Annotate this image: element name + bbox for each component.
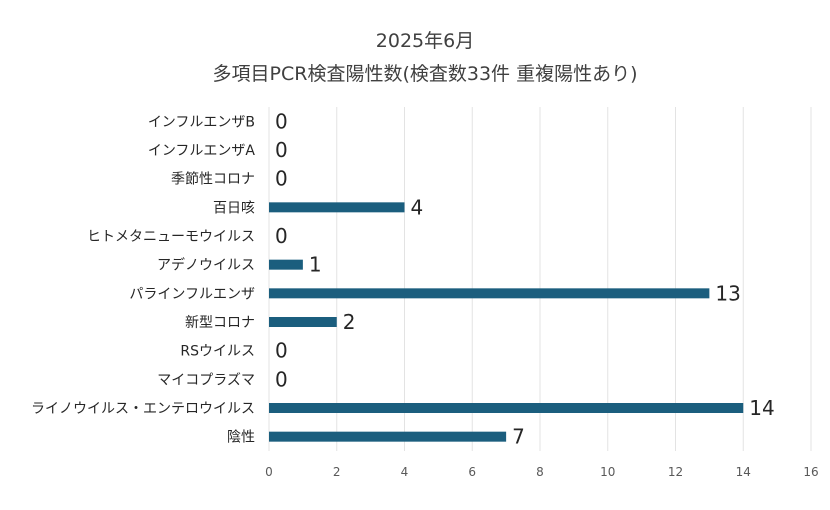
- x-tick-label: 10: [600, 465, 615, 479]
- category-labels: インフルエンザB インフルエンザA 季節性コロナ百日咳ヒトメタニューモウイルスアデノ…: [31, 114, 255, 445]
- data-label: 4: [411, 195, 424, 219]
- data-label: 0: [275, 138, 288, 162]
- category-label: ヒトメタニューモウイルス: [87, 229, 255, 245]
- bars: [269, 202, 744, 442]
- x-tick-label: 14: [736, 465, 751, 479]
- data-label: 7: [512, 425, 525, 449]
- category-label: 新型コロナ: [185, 315, 255, 331]
- category-label: 季節性コロナ: [171, 171, 255, 188]
- chart-title: 2025年6月: [376, 30, 474, 52]
- x-tick-label: 8: [536, 465, 544, 479]
- x-tick-label: 4: [401, 465, 409, 479]
- category-label: インフルエンザB: [148, 114, 255, 130]
- data-label: 14: [749, 396, 774, 420]
- data-label: 2: [343, 310, 356, 334]
- category-label: ライノウイルス・エンテロウイルス: [31, 401, 255, 417]
- bar: [269, 288, 710, 299]
- category-label: RSウイルス: [180, 344, 255, 360]
- bar: [269, 431, 507, 442]
- data-label: 0: [275, 339, 288, 363]
- data-label: 0: [275, 109, 288, 133]
- data-label: 0: [275, 167, 288, 191]
- bar: [269, 317, 337, 327]
- data-label: 13: [715, 281, 740, 305]
- bar: [269, 202, 405, 213]
- x-tick-label: 12: [668, 465, 683, 479]
- category-label: 百日咳: [213, 200, 255, 216]
- category-label: アデノウイルス: [157, 257, 255, 274]
- x-tick-label: 6: [468, 465, 476, 479]
- x-tick-label: 2: [333, 465, 341, 479]
- category-label: マイコプラズマ: [157, 372, 255, 388]
- bar: [269, 403, 744, 413]
- category-label: パラインフルエンザ: [129, 286, 255, 302]
- chart-subtitle: 多項目PCR検査陽性数(検査数33件 重複陽性あり): [213, 63, 638, 85]
- data-label: 0: [275, 367, 288, 391]
- category-label: 陰性: [227, 430, 255, 446]
- x-axis-ticks: 0 2 4 6 8 10 12 14 16: [265, 465, 818, 479]
- x-tick-label: 0: [265, 465, 273, 479]
- category-label: インフルエンザA: [148, 143, 256, 159]
- bar: [269, 259, 303, 270]
- data-label: 0: [275, 224, 288, 248]
- gridlines: [268, 107, 812, 451]
- x-tick-label: 16: [803, 465, 818, 479]
- data-label: 1: [309, 253, 322, 277]
